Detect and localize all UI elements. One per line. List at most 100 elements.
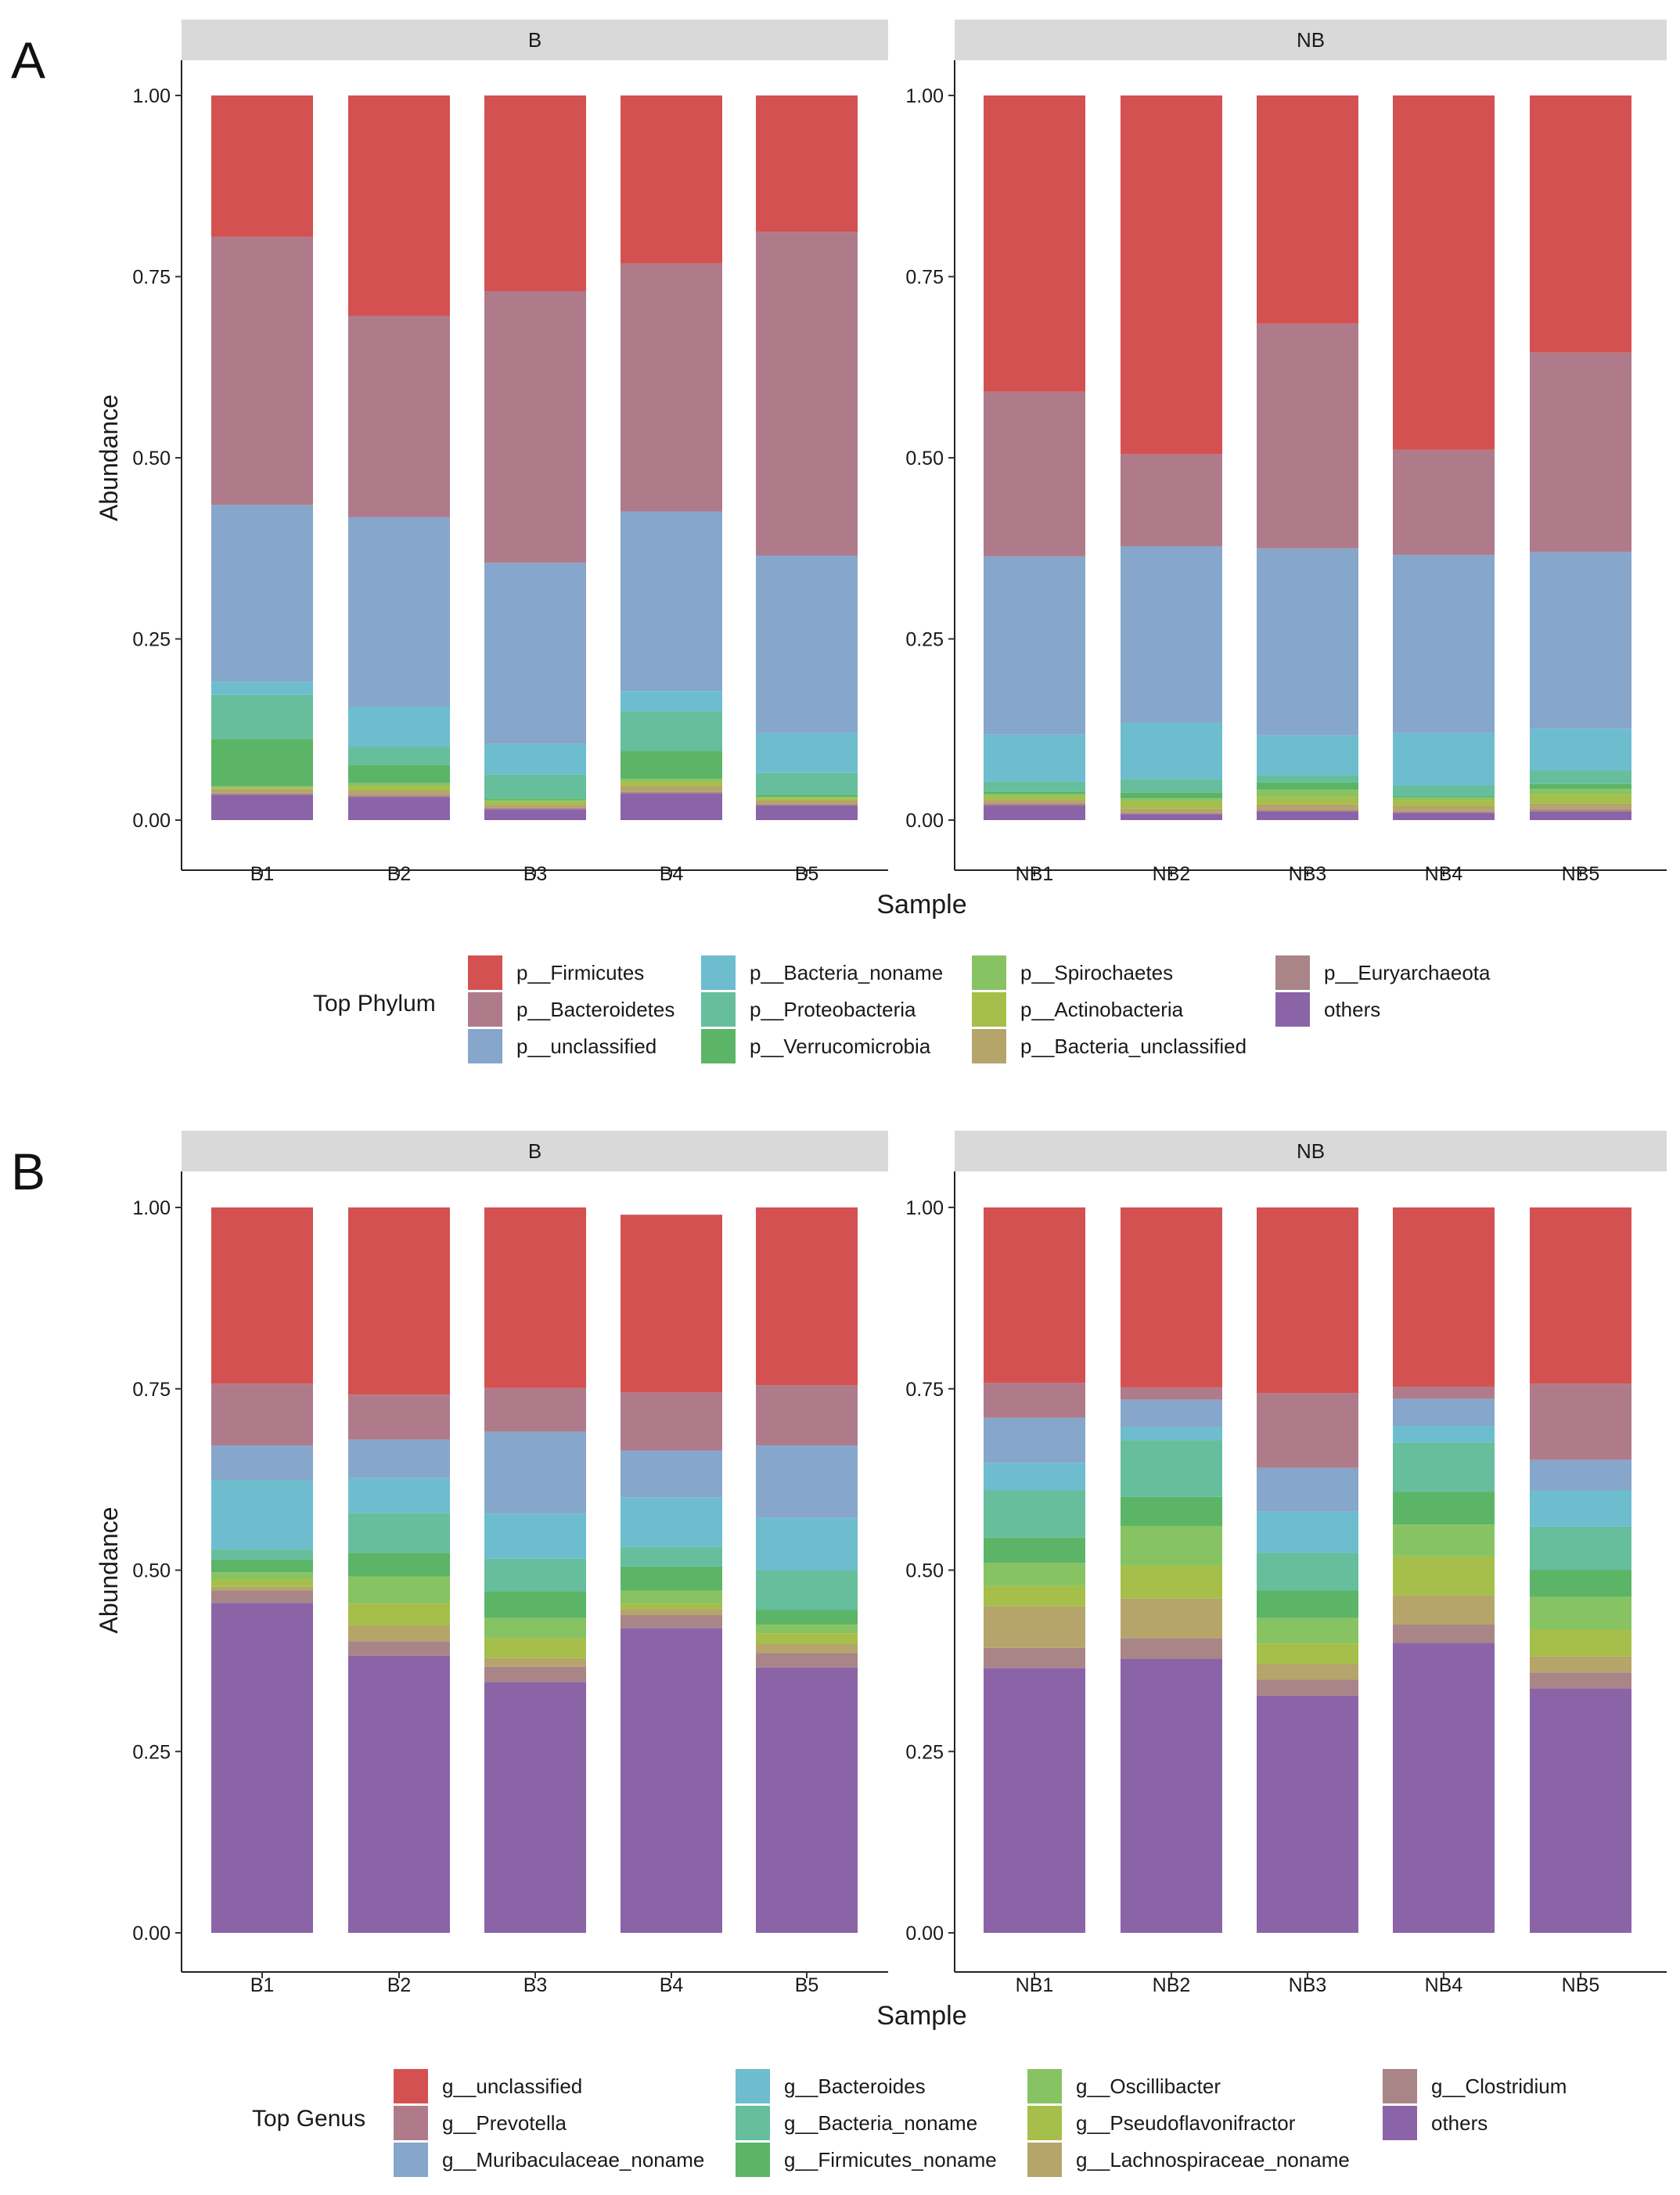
bar-segment bbox=[1530, 1490, 1631, 1527]
legend-item: g__Pseudoflavonifractor bbox=[1027, 2106, 1296, 2140]
bar-segment bbox=[1257, 1617, 1358, 1644]
legend-swatch bbox=[1383, 2069, 1417, 2103]
bar-segment bbox=[211, 786, 313, 788]
bar-segment bbox=[1257, 1590, 1358, 1618]
bar-segment bbox=[756, 556, 858, 733]
bar-segment bbox=[1257, 548, 1358, 736]
bar-segment bbox=[756, 800, 858, 804]
bar-segment bbox=[756, 232, 858, 556]
bar-segment bbox=[984, 781, 1085, 792]
legend-label: g__Pseudoflavonifractor bbox=[1076, 2111, 1296, 2135]
legend-swatch bbox=[468, 955, 502, 990]
bar-segment bbox=[1393, 555, 1495, 733]
legend-item: g__Firmicutes_noname bbox=[736, 2143, 997, 2177]
legend-swatch bbox=[468, 992, 502, 1027]
bar-segment bbox=[348, 1394, 450, 1440]
bar-segment bbox=[348, 516, 450, 707]
bar-segment bbox=[1530, 809, 1631, 811]
bar-segment bbox=[1530, 1656, 1631, 1673]
bar-segment bbox=[1121, 792, 1222, 799]
bar-segment bbox=[756, 798, 858, 801]
legend-label: p__Proteobacteria bbox=[750, 998, 916, 1021]
bar-segment bbox=[621, 1628, 722, 1933]
bar-stack-b4 bbox=[621, 95, 722, 820]
x-tick-label: B5 bbox=[795, 863, 819, 885]
x-tick-label: NB5 bbox=[1562, 863, 1600, 885]
bar-segment bbox=[621, 1214, 722, 1393]
bar-segment bbox=[984, 1647, 1085, 1668]
bar-segment bbox=[756, 804, 858, 806]
bar-segment bbox=[1393, 1625, 1495, 1643]
bar-segment bbox=[756, 1653, 858, 1668]
y-tick-label: 0.50 bbox=[132, 448, 171, 470]
bar-segment bbox=[756, 772, 858, 795]
legend-label: g__Firmicutes_noname bbox=[784, 2148, 997, 2172]
facet-b: B 0.00 0.25 0.50 0.75 1.00 B1 B2 B3 B4 B5 bbox=[132, 1131, 888, 1996]
bar-segment bbox=[211, 1572, 313, 1580]
x-tick-label: B4 bbox=[660, 1974, 684, 1996]
legend-label: p__Bacteria_noname bbox=[750, 961, 943, 984]
bar-segment bbox=[348, 95, 450, 316]
bar-segment bbox=[984, 800, 1085, 804]
bar-stack-nb3 bbox=[1257, 1207, 1358, 1933]
bar-segment bbox=[1393, 796, 1495, 798]
bar-segment bbox=[211, 1207, 313, 1384]
bar-stack-nb4 bbox=[1393, 95, 1495, 820]
bar-segment bbox=[484, 1638, 586, 1658]
bar-segment bbox=[1121, 1658, 1222, 1933]
facet-nb: NB 0.00 0.25 0.50 0.75 1.00 NB1 NB2 NB3 NB4 NB5 bbox=[905, 20, 1667, 885]
bar-segment bbox=[984, 391, 1085, 556]
legend-label: g__Bacteroides bbox=[784, 2074, 926, 2098]
legend-item: p__Actinobacteria bbox=[972, 992, 1184, 1027]
bar-segment bbox=[1530, 352, 1631, 552]
bar-segment bbox=[348, 1207, 450, 1395]
bar-stack-b1 bbox=[211, 1207, 313, 1933]
bar-segment bbox=[211, 789, 313, 793]
bar-segment bbox=[211, 787, 313, 790]
bar-segment bbox=[1257, 775, 1358, 783]
legend-item: p__Proteobacteria bbox=[701, 992, 916, 1027]
bar-segment bbox=[756, 797, 858, 799]
bar-segment bbox=[484, 743, 586, 775]
bar-segment bbox=[348, 707, 450, 747]
y-tick-label: 0.00 bbox=[905, 810, 944, 832]
legend-label: p__Actinobacteria bbox=[1020, 998, 1184, 1021]
y-axis-title: Abundance bbox=[95, 394, 123, 521]
bar-segment bbox=[621, 1614, 722, 1628]
legend: Top Phylump__Firmicutesp__Bacteroidetesp… bbox=[313, 955, 1491, 1063]
legend-item: g__Bacteroides bbox=[736, 2069, 926, 2103]
bar-stack-nb5 bbox=[1530, 95, 1631, 820]
bar-stack-nb2 bbox=[1121, 1207, 1222, 1933]
facet-strip bbox=[955, 1131, 1667, 1171]
y-tick-label: 0.25 bbox=[905, 629, 944, 651]
bar-stack-nb4 bbox=[1393, 1207, 1495, 1933]
x-tick-label: NB2 bbox=[1153, 863, 1191, 885]
bar-stack-nb1 bbox=[984, 95, 1085, 820]
bar-segment bbox=[621, 779, 722, 782]
bar-segment bbox=[756, 1445, 858, 1518]
y-tick-label: 0.75 bbox=[132, 1379, 171, 1401]
x-tick-label: NB3 bbox=[1289, 1974, 1327, 1996]
bar-segment bbox=[984, 791, 1085, 794]
bar-segment bbox=[211, 1579, 313, 1587]
bar-segment bbox=[1393, 1556, 1495, 1596]
bar-segment bbox=[348, 747, 450, 765]
x-axis-title: Sample bbox=[876, 2001, 966, 2031]
legend-swatch bbox=[1275, 992, 1310, 1027]
bar-segment bbox=[1257, 95, 1358, 324]
bar-segment bbox=[1257, 1695, 1358, 1933]
panel-letter: B bbox=[11, 1142, 45, 1200]
bar-segment bbox=[756, 1644, 858, 1653]
bar-segment bbox=[211, 236, 313, 506]
bar-segment bbox=[756, 732, 858, 773]
y-tick-label: 0.00 bbox=[905, 1923, 944, 1945]
y-tick-label: 0.00 bbox=[132, 1923, 171, 1945]
bar-segment bbox=[1393, 812, 1495, 820]
legend-title: Top Genus bbox=[252, 2106, 365, 2132]
facet-b: B 0.00 0.25 0.50 0.75 1.00 B1 B2 B3 B4 B5 bbox=[132, 20, 888, 885]
bar-segment bbox=[1257, 804, 1358, 811]
bar-segment bbox=[621, 1590, 722, 1604]
legend-item: g__Prevotella bbox=[394, 2106, 567, 2140]
bar-segment bbox=[484, 1682, 586, 1933]
x-tick-label: NB2 bbox=[1153, 1974, 1191, 1996]
